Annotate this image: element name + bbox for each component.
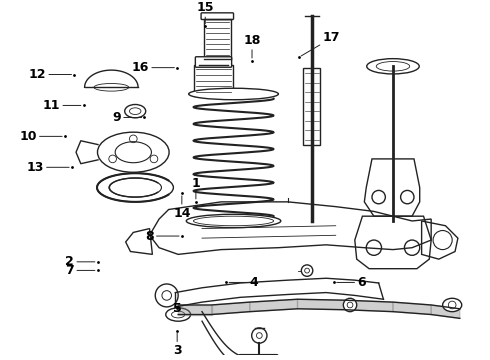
Ellipse shape (98, 132, 169, 172)
Text: 4: 4 (250, 276, 258, 289)
Polygon shape (297, 299, 345, 310)
Text: 10: 10 (19, 130, 37, 143)
Text: 16: 16 (132, 61, 149, 74)
Ellipse shape (367, 59, 419, 74)
FancyBboxPatch shape (196, 57, 232, 67)
Polygon shape (212, 302, 250, 315)
Text: 11: 11 (43, 99, 60, 112)
Text: 8: 8 (145, 230, 154, 243)
FancyBboxPatch shape (204, 19, 231, 59)
Text: 17: 17 (322, 31, 340, 44)
FancyBboxPatch shape (303, 68, 320, 145)
Ellipse shape (442, 298, 462, 312)
Text: 5: 5 (173, 302, 181, 315)
Polygon shape (393, 302, 431, 315)
Text: 6: 6 (357, 276, 366, 289)
Text: 13: 13 (26, 161, 44, 174)
Circle shape (343, 298, 357, 312)
Ellipse shape (125, 104, 146, 118)
Text: 18: 18 (244, 34, 261, 47)
Circle shape (252, 328, 267, 343)
Text: 14: 14 (173, 207, 191, 220)
Ellipse shape (166, 308, 191, 321)
Text: 9: 9 (112, 111, 121, 124)
Polygon shape (178, 305, 212, 315)
Circle shape (155, 284, 178, 307)
Text: 3: 3 (173, 344, 181, 357)
Text: 12: 12 (29, 68, 46, 81)
FancyBboxPatch shape (201, 13, 234, 19)
Polygon shape (431, 305, 460, 318)
Text: 2: 2 (66, 255, 74, 268)
Ellipse shape (189, 88, 278, 100)
Ellipse shape (186, 214, 281, 228)
Polygon shape (250, 299, 297, 312)
FancyBboxPatch shape (238, 355, 278, 360)
Text: 15: 15 (196, 1, 214, 14)
Polygon shape (345, 300, 393, 312)
Text: 1: 1 (192, 177, 200, 190)
FancyBboxPatch shape (195, 66, 233, 96)
Text: 7: 7 (66, 264, 74, 277)
